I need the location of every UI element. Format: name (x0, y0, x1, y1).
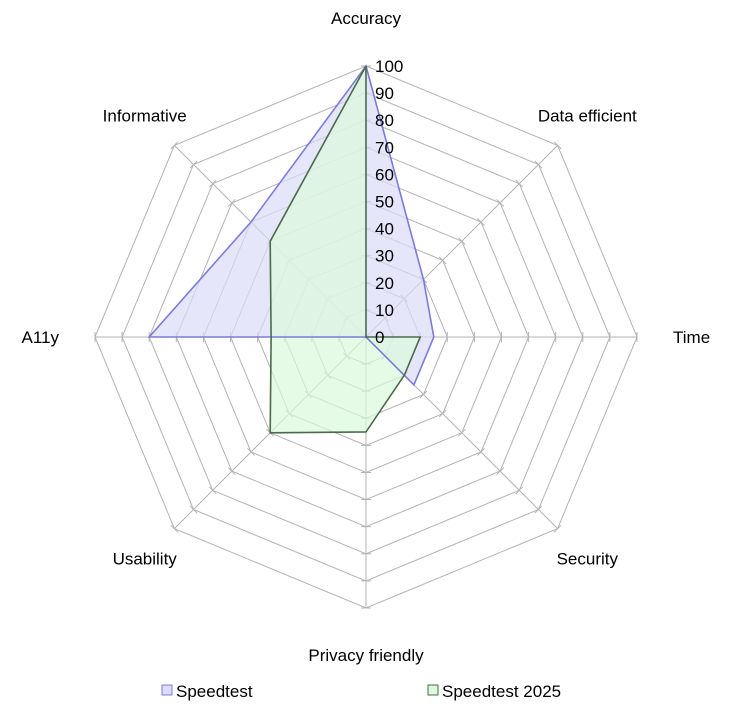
grid-tick (419, 390, 428, 399)
axis-labels: Accuracy Data efficient Time Security Privac… (22, 9, 711, 665)
legend-label: Speedtest (176, 682, 253, 701)
grid-tick (170, 524, 179, 533)
radar-series (147, 64, 435, 434)
tick-label: 20 (375, 274, 394, 293)
grid-tick (208, 179, 217, 188)
axis-label-privacy-friendly: Privacy friendly (308, 646, 424, 665)
grid-tick (534, 160, 543, 169)
tick-label: 70 (375, 138, 394, 157)
series-line-2 (269, 65, 422, 434)
grid-tick (208, 486, 217, 495)
tick-label: 80 (375, 111, 394, 130)
grid-tick (553, 524, 562, 533)
grid-tick (515, 179, 524, 188)
series-area-2 (270, 66, 421, 433)
tick-label: 30 (375, 247, 394, 266)
legend-label: Speedtest 2025 (442, 682, 561, 701)
tick-label: 40 (375, 220, 394, 239)
grid-tick (534, 505, 543, 514)
grid-tick (515, 486, 524, 495)
legend: Speedtest Speedtest 2025 (161, 682, 561, 701)
grid-tick (227, 198, 236, 207)
axis-label-informative: Informative (103, 107, 187, 126)
tick-label: 100 (375, 57, 403, 76)
grid-tick (553, 141, 562, 150)
axis-label-time: Time (673, 328, 710, 347)
tick-label: 50 (375, 193, 394, 212)
grid-tick (438, 409, 447, 418)
axis-label-accuracy: Accuracy (331, 9, 401, 28)
grid-tick (477, 218, 485, 226)
axis-label-security: Security (557, 549, 619, 568)
tick-label: 10 (375, 301, 394, 320)
grid-tick (247, 448, 255, 456)
axis-label-data-efficient: Data efficient (538, 107, 637, 126)
grid-tick (496, 198, 505, 207)
legend-swatch (427, 684, 439, 696)
tick-label: 90 (375, 84, 394, 103)
tick-label: 60 (375, 165, 394, 184)
tick-labels: 0 10 20 30 40 50 60 70 80 90 100 (375, 57, 403, 347)
grid-tick (189, 160, 198, 169)
grid-tick (477, 448, 485, 456)
grid-tick (457, 237, 466, 246)
legend-item-2: Speedtest 2025 (427, 682, 561, 701)
tick-label: 0 (375, 328, 384, 347)
grid-tick (496, 467, 505, 476)
series-line-1 (147, 64, 435, 387)
grid-tick (457, 428, 466, 437)
grid-tick (227, 467, 236, 476)
legend-item-1: Speedtest (161, 682, 253, 701)
grid-tick (189, 505, 198, 514)
grid-tick (438, 256, 447, 265)
legend-swatch (161, 684, 173, 696)
axis-label-usability: Usability (113, 549, 178, 568)
grid-tick (170, 141, 179, 150)
axis-label-a11y: A11y (22, 328, 60, 347)
